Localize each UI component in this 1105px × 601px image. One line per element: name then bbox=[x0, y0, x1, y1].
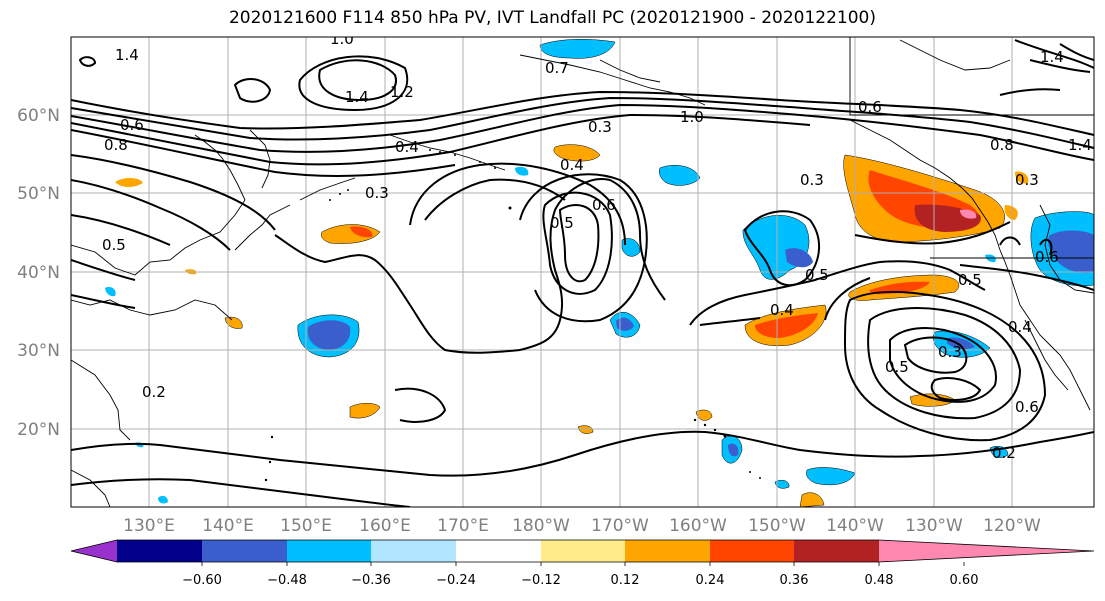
contour-label: 0.3 bbox=[938, 343, 962, 361]
contour-label: 1.4 bbox=[1068, 136, 1092, 154]
longitude-labels: 130°E 140°E 150°E 160°E 170°E 180°W 170°… bbox=[123, 516, 1041, 536]
lat-label: 20°N bbox=[17, 420, 60, 440]
contour-label: 0.3 bbox=[588, 118, 612, 136]
lon-label: 170°W bbox=[591, 516, 649, 536]
contour-label: 0.2 bbox=[142, 383, 166, 401]
map-title: 2020121600 F114 850 hPa PV, IVT Landfall… bbox=[228, 8, 876, 28]
map-area: 1.4 1.0 1.4 1.2 0.6 0.8 0.5 0.3 0.4 0.7 … bbox=[71, 30, 1094, 507]
colorbar-tick-label: 0.48 bbox=[865, 573, 894, 588]
lon-label: 160°E bbox=[359, 516, 411, 536]
colorbar-tick-label: −0.24 bbox=[436, 573, 476, 588]
contour-label: 0.5 bbox=[102, 236, 126, 254]
contour-label: 1.0 bbox=[330, 30, 354, 48]
contour-label: 1.4 bbox=[115, 46, 139, 64]
contour-label: 0.6 bbox=[1015, 398, 1039, 416]
contour-label: 0.5 bbox=[958, 271, 982, 289]
colorbar-tick-label: −0.36 bbox=[351, 573, 391, 588]
lon-label: 180°W bbox=[512, 516, 570, 536]
lon-label: 140°W bbox=[826, 516, 884, 536]
latitude-labels: 60°N 50°N 40°N 30°N 20°N bbox=[17, 106, 60, 440]
contour-label: 0.8 bbox=[104, 136, 128, 154]
map-frame bbox=[70, 36, 1095, 508]
colorbar-segment bbox=[710, 540, 794, 562]
contour-label: 0.8 bbox=[990, 136, 1014, 154]
contour-label: 0.5 bbox=[550, 214, 574, 232]
colorbar-tick-label: −0.12 bbox=[521, 573, 561, 588]
islands bbox=[264, 149, 761, 482]
lat-label: 60°N bbox=[17, 106, 60, 126]
contour-label: 0.3 bbox=[365, 184, 389, 202]
colorbar-extend-high bbox=[879, 540, 1094, 562]
colorbar-tick-label: −0.60 bbox=[182, 573, 222, 588]
contour-label: 1.2 bbox=[390, 83, 414, 101]
contour-label: 0.4 bbox=[1008, 318, 1032, 336]
lat-label: 40°N bbox=[17, 263, 60, 283]
lon-label: 170°E bbox=[437, 516, 489, 536]
negative-shading bbox=[105, 39, 1094, 504]
lon-label: 150°W bbox=[748, 516, 806, 536]
colorbar-tick-label: −0.48 bbox=[267, 573, 307, 588]
colorbar-extend-low bbox=[71, 540, 117, 562]
contour-labels: 1.4 1.0 1.4 1.2 0.6 0.8 0.5 0.3 0.4 0.7 … bbox=[102, 30, 1092, 462]
lon-label: 120°W bbox=[983, 516, 1041, 536]
colorbar-segment bbox=[287, 540, 371, 562]
lat-label: 50°N bbox=[17, 184, 60, 204]
lon-label: 130°W bbox=[905, 516, 963, 536]
colorbar-segment bbox=[625, 540, 710, 562]
contour-label: 1.0 bbox=[680, 108, 704, 126]
lon-label: 160°W bbox=[669, 516, 727, 536]
contour-label: 0.5 bbox=[805, 266, 829, 284]
contour-label: 0.6 bbox=[592, 196, 616, 214]
contour-label: 0.4 bbox=[395, 138, 419, 156]
colorbar: −0.60 −0.48 −0.36 −0.24 −0.12 0.12 0.24 … bbox=[70, 539, 1095, 588]
colorbar-segment bbox=[794, 540, 879, 562]
colorbar-segment bbox=[117, 540, 202, 562]
colorbar-segment bbox=[202, 540, 287, 562]
lon-label: 140°E bbox=[202, 516, 254, 536]
lon-label: 150°E bbox=[280, 516, 332, 536]
contour-label: 0.5 bbox=[885, 358, 909, 376]
contour-label: 0.6 bbox=[1035, 248, 1059, 266]
colorbar-tick-label: 0.24 bbox=[696, 573, 725, 588]
colorbar-segment bbox=[541, 540, 625, 562]
coastlines bbox=[71, 37, 1094, 507]
colorbar-segment bbox=[371, 540, 456, 562]
positive-shading bbox=[115, 144, 1029, 507]
contour-label: 0.6 bbox=[858, 98, 882, 116]
contour-label: 1.4 bbox=[1040, 48, 1064, 66]
colorbar-segment bbox=[456, 540, 541, 562]
contour-label: 0.3 bbox=[800, 171, 824, 189]
lat-label: 30°N bbox=[17, 341, 60, 361]
pv-contours bbox=[71, 39, 1094, 507]
contour-label: 0.6 bbox=[120, 116, 144, 134]
contour-label: 0.3 bbox=[1015, 171, 1039, 189]
contour-label: 0.4 bbox=[560, 156, 584, 174]
contour-label: 0.2 bbox=[992, 444, 1016, 462]
colorbar-tick-label: 0.60 bbox=[950, 573, 979, 588]
lon-label: 130°E bbox=[123, 516, 175, 536]
contour-label: 1.4 bbox=[345, 88, 369, 106]
colorbar-tick-label: 0.12 bbox=[611, 573, 640, 588]
contour-label: 0.4 bbox=[770, 301, 794, 319]
contour-label: 0.7 bbox=[545, 59, 569, 77]
colorbar-tick-label: 0.36 bbox=[780, 573, 809, 588]
